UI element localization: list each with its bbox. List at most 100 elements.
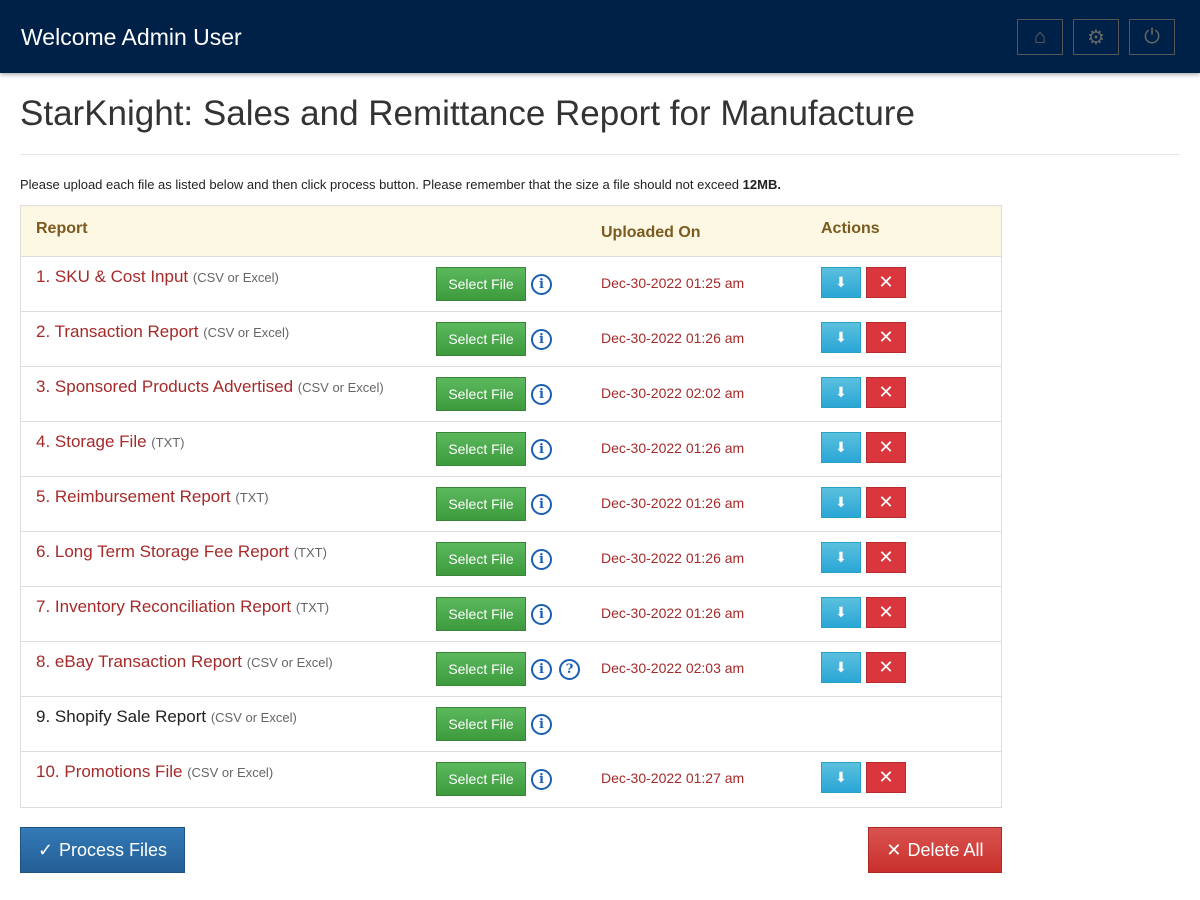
col-report: Report: [36, 220, 88, 237]
report-label: 2. Transaction Report (CSV or Excel): [36, 322, 289, 342]
info-icon[interactable]: i: [531, 659, 552, 680]
close-icon: ✕: [878, 602, 894, 622]
select-file-button[interactable]: Select File: [436, 432, 526, 466]
select-file-button[interactable]: Select File: [436, 487, 526, 521]
delete-button[interactable]: ✕: [866, 377, 906, 408]
table-row: 8. eBay Transaction Report (CSV or Excel…: [21, 642, 1001, 697]
delete-all-button[interactable]: ✕ Delete All: [868, 827, 1002, 873]
info-icon[interactable]: i: [531, 549, 552, 570]
select-file-button[interactable]: Select File: [436, 542, 526, 576]
select-file-button[interactable]: Select File: [436, 377, 526, 411]
report-format: (CSV or Excel): [246, 655, 333, 670]
page-title: StarKnight: Sales and Remittance Report …: [20, 94, 915, 133]
report-name: 2. Transaction Report: [36, 322, 199, 341]
help-icon[interactable]: ?: [559, 659, 580, 680]
process-files-button[interactable]: ✓ Process Files: [20, 827, 185, 873]
logout-button[interactable]: ⏻: [1129, 19, 1175, 55]
delete-button[interactable]: ✕: [866, 432, 906, 463]
info-icon[interactable]: i: [531, 384, 552, 405]
close-icon: ✕: [878, 657, 894, 677]
close-icon: ✕: [886, 839, 902, 860]
download-icon: ⬇: [835, 769, 847, 785]
download-button[interactable]: ⬇: [821, 597, 861, 628]
select-file-button[interactable]: Select File: [436, 762, 526, 796]
download-icon: ⬇: [835, 494, 847, 510]
download-button[interactable]: ⬇: [821, 377, 861, 408]
col-actions: Actions: [821, 220, 880, 237]
delete-button[interactable]: ✕: [866, 762, 906, 793]
info-icon[interactable]: i: [531, 494, 552, 515]
info-icon[interactable]: i: [531, 439, 552, 460]
report-name: 4. Storage File: [36, 432, 147, 451]
power-icon: ⏻: [1144, 25, 1160, 48]
select-file-button[interactable]: Select File: [436, 322, 526, 356]
report-label: 7. Inventory Reconciliation Report (TXT): [36, 597, 329, 617]
uploaded-on: Dec-30-2022 01:26 am: [601, 495, 745, 511]
delete-button[interactable]: ✕: [866, 652, 906, 683]
report-label: 4. Storage File (TXT): [36, 432, 185, 452]
table-row: 6. Long Term Storage Fee Report (TXT) Sel…: [21, 532, 1001, 587]
report-name: 5. Reimbursement Report: [36, 487, 231, 506]
uploaded-on: Dec-30-2022 01:27 am: [601, 770, 745, 786]
table-row: 1. SKU & Cost Input (CSV or Excel) Select…: [21, 257, 1001, 312]
report-name: 10. Promotions File: [36, 762, 183, 781]
report-format: (CSV or Excel): [187, 765, 274, 780]
close-icon: ✕: [878, 492, 894, 512]
download-button[interactable]: ⬇: [821, 542, 861, 573]
select-file-button[interactable]: Select File: [436, 597, 526, 631]
report-label: 1. SKU & Cost Input (CSV or Excel): [36, 267, 279, 287]
close-icon: ✕: [878, 382, 894, 402]
report-format: (TXT): [293, 545, 327, 560]
download-icon: ⬇: [835, 329, 847, 345]
delete-button[interactable]: ✕: [866, 542, 906, 573]
uploaded-on: Dec-30-2022 01:26 am: [601, 605, 745, 621]
download-button[interactable]: ⬇: [821, 432, 861, 463]
uploaded-on: Dec-30-2022 01:26 am: [601, 330, 745, 346]
gear-icon: ⚙: [1087, 26, 1105, 49]
uploaded-on: Dec-30-2022 01:26 am: [601, 550, 745, 566]
select-file-button[interactable]: Select File: [436, 267, 526, 301]
download-button[interactable]: ⬇: [821, 652, 861, 683]
info-icon[interactable]: i: [531, 769, 552, 790]
check-icon: ✓: [37, 839, 54, 860]
info-icon[interactable]: i: [531, 274, 552, 295]
report-format: (TXT): [235, 490, 269, 505]
report-label: 9. Shopify Sale Report (CSV or Excel): [36, 707, 297, 727]
report-name: 1. SKU & Cost Input: [36, 267, 189, 286]
info-icon[interactable]: i: [531, 714, 552, 735]
delete-all-label: Delete All: [907, 839, 984, 860]
table-row: 3. Sponsored Products Advertised (CSV or…: [21, 367, 1001, 422]
download-button[interactable]: ⬇: [821, 762, 861, 793]
report-format: (CSV or Excel): [192, 270, 279, 285]
home-button[interactable]: ⌂: [1017, 19, 1063, 55]
close-icon: ✕: [878, 437, 894, 457]
download-icon: ⬇: [835, 439, 847, 455]
report-format: (CSV or Excel): [297, 380, 384, 395]
settings-button[interactable]: ⚙: [1073, 19, 1119, 55]
download-button[interactable]: ⬇: [821, 267, 861, 298]
uploaded-on: Dec-30-2022 02:03 am: [601, 660, 745, 676]
info-icon[interactable]: i: [531, 604, 552, 625]
download-icon: ⬇: [835, 274, 847, 290]
download-button[interactable]: ⬇: [821, 487, 861, 518]
download-icon: ⬇: [835, 659, 847, 675]
report-label: 3. Sponsored Products Advertised (CSV or…: [36, 377, 384, 397]
download-button[interactable]: ⬇: [821, 322, 861, 353]
download-icon: ⬇: [835, 604, 847, 620]
report-name: 6. Long Term Storage Fee Report: [36, 542, 289, 561]
report-format: (TXT): [295, 600, 330, 615]
close-icon: ✕: [878, 272, 894, 292]
download-icon: ⬇: [835, 384, 847, 400]
info-icon[interactable]: i: [531, 329, 552, 350]
close-icon: ✕: [878, 547, 894, 567]
report-format: (TXT): [151, 435, 185, 450]
report-name: 3. Sponsored Products Advertised: [36, 377, 294, 396]
delete-button[interactable]: ✕: [866, 322, 906, 353]
select-file-button[interactable]: Select File: [436, 652, 526, 686]
select-file-button[interactable]: Select File: [436, 707, 526, 741]
delete-button[interactable]: ✕: [866, 267, 906, 298]
table-row: 9. Shopify Sale Report (CSV or Excel) Sel…: [21, 697, 1001, 752]
delete-button[interactable]: ✕: [866, 597, 906, 628]
delete-button[interactable]: ✕: [866, 487, 906, 518]
reports-table: Report Uploaded On Actions 1. SKU & Cost…: [20, 205, 1002, 808]
